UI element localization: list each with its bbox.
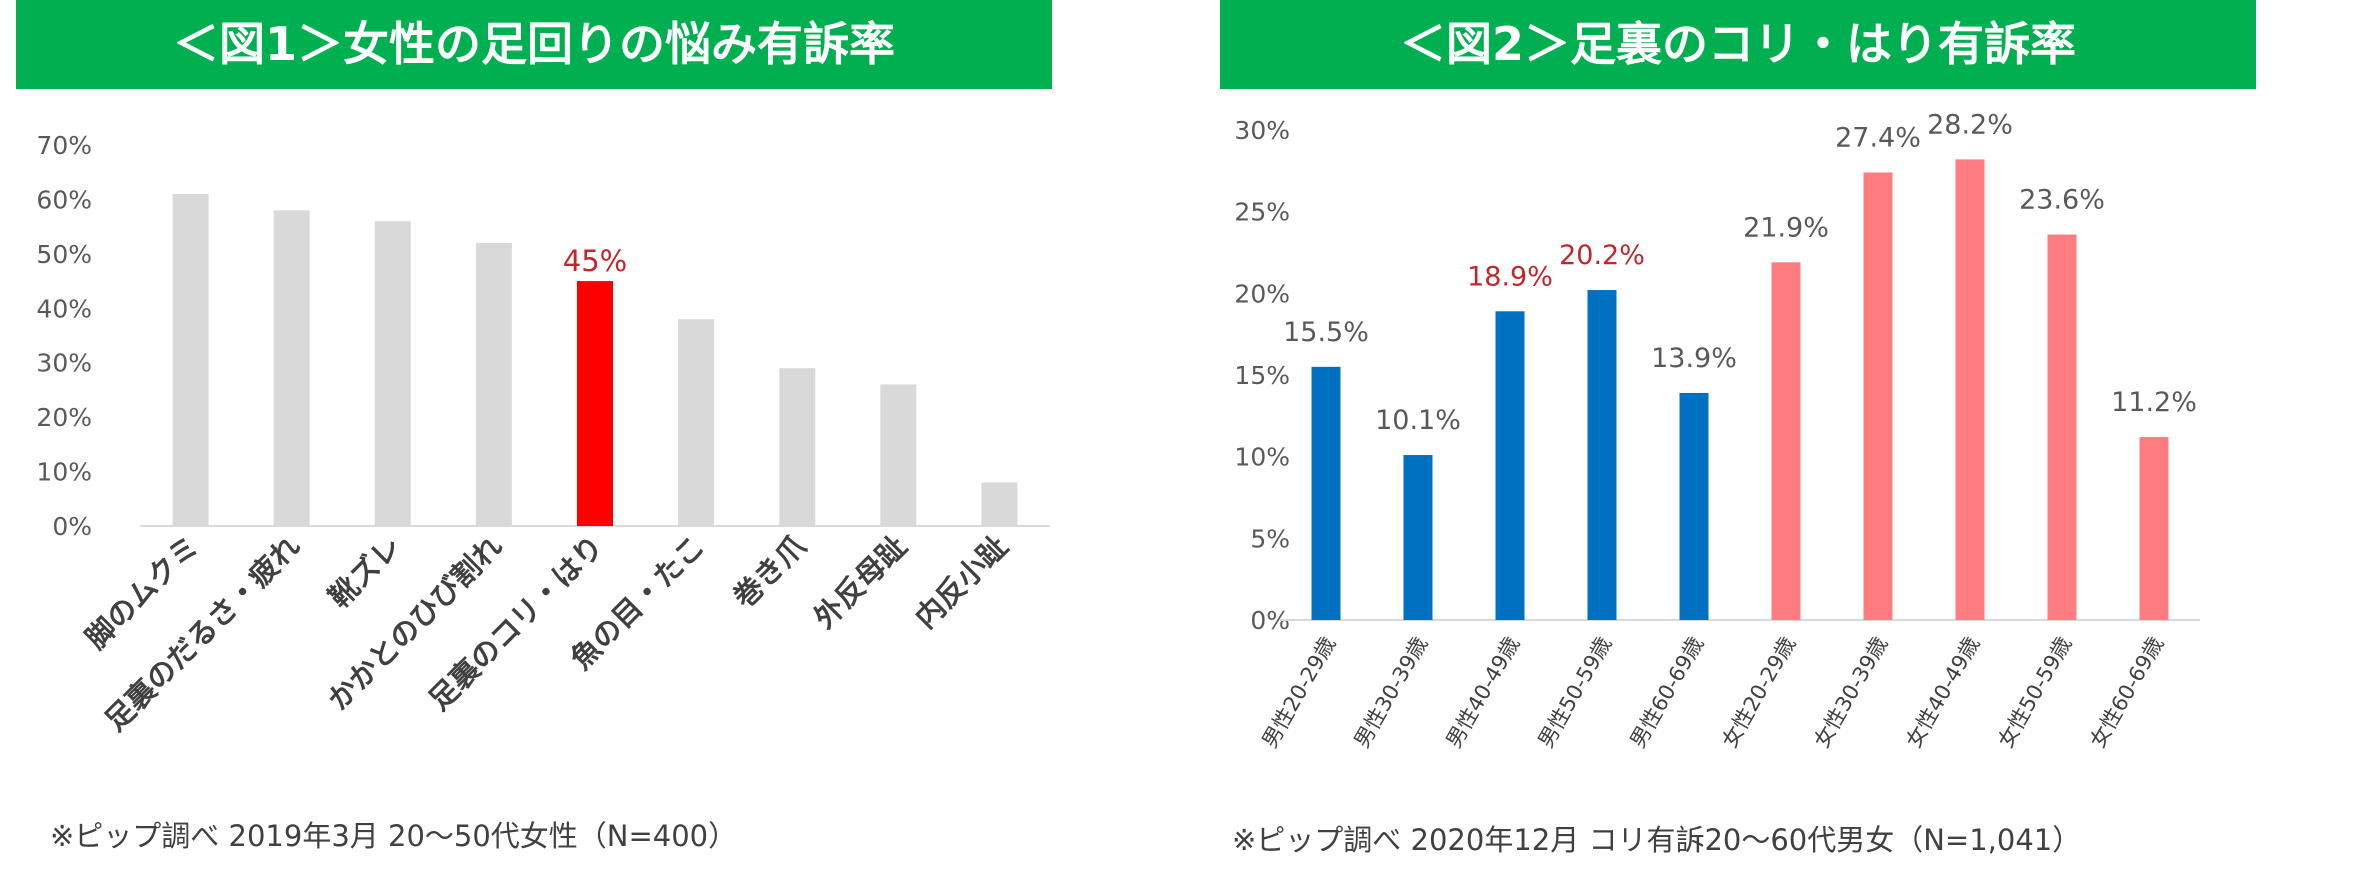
c1-bar — [880, 384, 917, 526]
c2-category-label: 女性30-39歳 — [1810, 633, 1893, 752]
c2-data-label: 10.1% — [1375, 405, 1461, 436]
c2-category-label: 女性60-69歳 — [2086, 633, 2169, 752]
chart1-source-note: ※ピップ調べ 2019年3月 20〜50代女性（N=400） — [50, 819, 738, 853]
c2-bar — [1311, 366, 1341, 620]
c2-bar — [1955, 159, 1985, 620]
c2-bar — [1679, 392, 1709, 620]
c1-category-label: 内反小趾 — [908, 529, 1014, 635]
c1-bar — [678, 319, 715, 526]
c2-data-label: 21.9% — [1743, 212, 1829, 243]
c2-category-label: 男性60-69歳 — [1626, 633, 1709, 752]
c1-data-label: 45% — [563, 244, 627, 278]
c1-bar — [273, 210, 310, 527]
c2-ytick-label: 10% — [1234, 443, 1290, 472]
c2-category-label: 男性40-49歳 — [1442, 633, 1525, 752]
c2-category-label: 女性20-29歳 — [1718, 633, 1801, 752]
c1-ytick-label: 30% — [36, 349, 92, 378]
c1-bar — [172, 193, 209, 526]
c2-bar — [1587, 290, 1617, 620]
c1-ytick-label: 60% — [36, 185, 92, 214]
c2-data-label: 23.6% — [2019, 185, 2105, 216]
c2-bar — [1403, 455, 1433, 620]
c2-bar — [1771, 262, 1801, 620]
c2-data-label: 28.2% — [1927, 109, 2013, 140]
c2-data-label: 18.9% — [1467, 261, 1553, 292]
c1-category-label: 巻き爪 — [727, 528, 813, 614]
c2-category-label: 女性40-49歳 — [1902, 633, 1985, 752]
c1-ytick-label: 40% — [36, 294, 92, 323]
c2-ytick-label: 15% — [1234, 361, 1290, 390]
c1-bar — [981, 482, 1018, 526]
chart1-title: ＜図1＞女性の足回りの悩み有訴率 — [16, 0, 1052, 89]
c1-ytick-label: 70% — [36, 131, 92, 160]
c1-category-label: 外反母趾 — [807, 529, 913, 635]
c1-ytick-label: 20% — [36, 403, 92, 432]
c2-ytick-label: 30% — [1234, 116, 1290, 145]
c1-category-label: 靴ズレ — [322, 529, 408, 615]
c1-category-label: かかとのひび割れ — [321, 529, 509, 717]
c1-ytick-label: 50% — [36, 240, 92, 269]
c2-ytick-label: 20% — [1234, 279, 1290, 308]
c1-bar — [374, 221, 411, 526]
c2-ytick-label: 5% — [1250, 524, 1290, 553]
c2-data-label: 13.9% — [1651, 343, 1737, 374]
c2-data-label: 15.5% — [1283, 317, 1369, 348]
chart2-source-note: ※ピップ調べ 2020年12月 コリ有訴20〜60代男女（N=1,041） — [1232, 823, 2082, 857]
c2-bar — [1495, 311, 1525, 620]
c2-data-label: 11.2% — [2111, 387, 2197, 418]
c2-bar — [1863, 172, 1893, 620]
c2-category-label: 男性20-29歳 — [1258, 633, 1341, 752]
chart2-title: ＜図2＞足裏のコリ・はり有訴率 — [1220, 0, 2256, 89]
c1-bar — [475, 242, 512, 526]
c2-bar — [2139, 437, 2169, 620]
c2-data-label: 20.2% — [1559, 240, 1645, 271]
c1-bar — [577, 281, 613, 526]
c2-category-label: 男性30-39歳 — [1350, 633, 1433, 752]
c2-bar — [2047, 234, 2077, 621]
c1-ytick-label: 0% — [52, 512, 92, 541]
c2-category-label: 男性50-59歳 — [1534, 633, 1617, 752]
c2-category-label: 女性50-59歳 — [1994, 633, 2077, 752]
c1-category-label: 足裏のだるさ・疲れ — [98, 529, 307, 738]
c1-ytick-label: 10% — [36, 458, 92, 487]
c1-category-label: 足裏のコリ・はり — [422, 529, 610, 717]
c2-data-label: 27.4% — [1835, 122, 1921, 153]
c1-bar — [779, 368, 816, 526]
c2-ytick-label: 25% — [1234, 198, 1290, 227]
